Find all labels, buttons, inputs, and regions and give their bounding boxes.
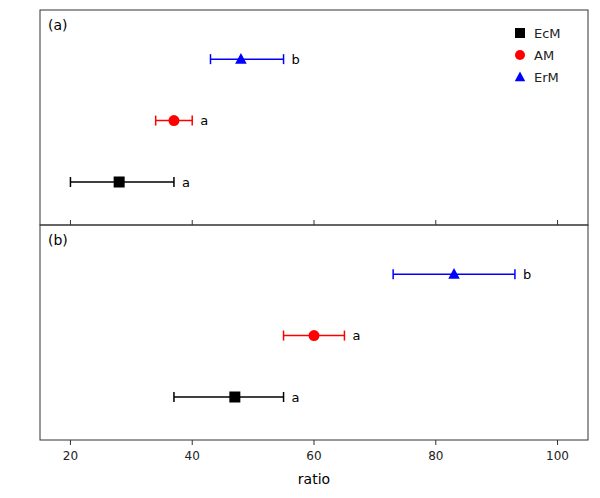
legend-label: AM [534, 48, 554, 63]
x-tick [314, 220, 315, 225]
point [114, 177, 125, 188]
panel-label: (a) [48, 17, 68, 33]
error-cap [155, 116, 157, 126]
panel-label: (b) [48, 232, 68, 248]
error-cap [283, 331, 285, 341]
point [309, 330, 320, 341]
x-tick [435, 220, 436, 225]
error-cap [283, 54, 285, 64]
chart-root: a a b (a) EcM AM ErM 20 40 60 80 100 a a b (b) ratio [0, 0, 600, 498]
x-axis-label: ratio [298, 471, 330, 487]
annotations: a a b [182, 52, 300, 190]
x-tick [557, 440, 558, 445]
panel: 20 40 60 80 100 a a b (b) ratio [40, 225, 588, 487]
panel: a a b (a) EcM AM ErM [40, 10, 588, 225]
plot-frame [40, 225, 588, 440]
error-bar [210, 54, 283, 64]
legend-marker [515, 28, 525, 38]
error-cap [70, 177, 72, 187]
x-tick [435, 440, 436, 445]
point [235, 53, 247, 64]
error-bar [174, 392, 284, 402]
error-cap [344, 331, 346, 341]
legend: EcM AM ErM [515, 26, 561, 85]
error-line [174, 396, 284, 398]
x-tick [314, 440, 315, 445]
significance-label: a [200, 113, 208, 128]
plot-frame [40, 10, 588, 225]
x-tick [70, 220, 71, 225]
x-tick-label: 100 [546, 449, 569, 463]
significance-label: b [292, 52, 300, 67]
error-bar [156, 116, 193, 126]
x-tick-label: 20 [63, 449, 78, 463]
error-cap [210, 54, 212, 64]
error-cap [392, 269, 394, 279]
error-bar [284, 331, 345, 341]
marks [174, 268, 515, 402]
error-bar [70, 177, 174, 187]
legend-marker [515, 50, 525, 60]
x-tick [192, 440, 193, 445]
point [168, 115, 179, 126]
significance-label: a [292, 390, 300, 405]
legend-label: ErM [534, 70, 559, 85]
error-cap [191, 116, 193, 126]
error-cap [173, 392, 175, 402]
error-cap [514, 269, 516, 279]
legend-marker [515, 72, 526, 82]
point [448, 268, 460, 279]
legend-label: EcM [534, 26, 561, 41]
x-tick-label: 60 [306, 449, 321, 463]
error-line [210, 58, 283, 60]
annotations: a a b [292, 267, 532, 405]
x-tick [192, 220, 193, 225]
significance-label: b [523, 267, 531, 282]
x-tick-label: 40 [185, 449, 200, 463]
x-tick [557, 220, 558, 225]
significance-label: a [352, 328, 360, 343]
point [229, 392, 240, 403]
error-cap [283, 392, 285, 402]
error-cap [173, 177, 175, 187]
marks [70, 53, 283, 187]
significance-label: a [182, 175, 190, 190]
x-tick [70, 440, 71, 445]
x-tick-label: 80 [428, 449, 443, 463]
